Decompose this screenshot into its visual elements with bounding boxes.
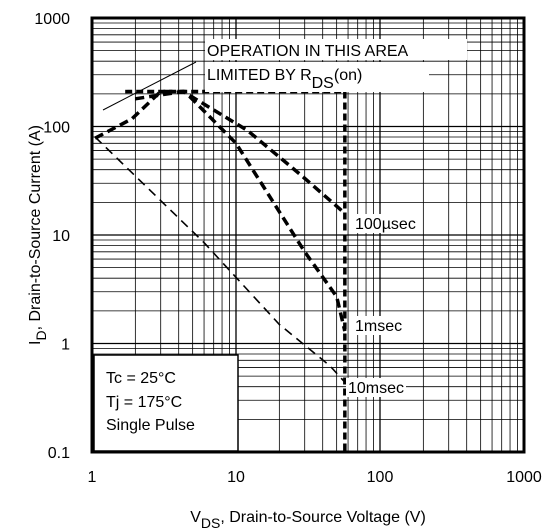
annotation-rds-main: LIMITED BY R: [207, 67, 312, 84]
x-tick-label: 100: [367, 469, 394, 486]
annotation-rds-suffix: (on): [334, 67, 362, 84]
series-line: [94, 89, 347, 332]
y-tick-label: 1000: [34, 11, 70, 28]
series-label: 1msec: [355, 318, 402, 335]
series-label-background: [353, 316, 404, 335]
y-axis-title-rest: , Drain-to-Source Current (A): [27, 125, 44, 330]
y-tick-label: 10: [52, 228, 70, 245]
y-axis-title-main: I: [27, 341, 44, 345]
annotation-background: [205, 62, 429, 92]
annotation-rds-subscript: DS: [312, 75, 334, 92]
x-axis-title-subscript: DS: [201, 515, 220, 531]
series-label: 100µsec: [355, 216, 416, 233]
annotation-line-1: OPERATION IN THIS AREA: [207, 43, 409, 60]
series-label: 10msec: [348, 380, 404, 397]
series-label-background: [346, 378, 406, 397]
y-axis-title-subscript: D: [33, 330, 49, 340]
x-axis-title-main: V: [190, 509, 201, 526]
x-axis-title-rest: , Drain-to-Source Voltage (V): [220, 509, 425, 526]
series-label-background: [353, 214, 422, 233]
x-tick-label: 1000: [506, 469, 542, 486]
y-axis-title: ID, Drain-to-Source Current (A): [27, 125, 49, 345]
series-line: [94, 136, 346, 383]
y-tick-label: 100: [43, 120, 70, 137]
conditions-box: [93, 354, 239, 452]
axis-ticks: 1 10 100 1000 0.1 1 10 100 1000: [34, 11, 541, 486]
plot-frame: [90, 16, 526, 454]
x-axis-title: VDS, Drain-to-Source Voltage (V): [190, 509, 426, 531]
annotation-background: [205, 39, 467, 60]
series-layer: 100µsec 1msec 10msec: [94, 89, 422, 452]
condition-tc: Tc = 25°C: [106, 370, 176, 387]
y-tick-label: 0.1: [48, 445, 70, 462]
annotation-leader-line: [102, 61, 197, 111]
annotation-line-2: LIMITED BY RDS(on): [207, 67, 362, 92]
condition-pulse: Single Pulse: [106, 417, 195, 434]
condition-tj: Tj = 175°C: [106, 394, 182, 411]
x-tick-label: 10: [227, 469, 245, 486]
series-line: [135, 89, 344, 213]
x-tick-label: 1: [88, 469, 97, 486]
y-tick-label: 1: [61, 337, 70, 354]
